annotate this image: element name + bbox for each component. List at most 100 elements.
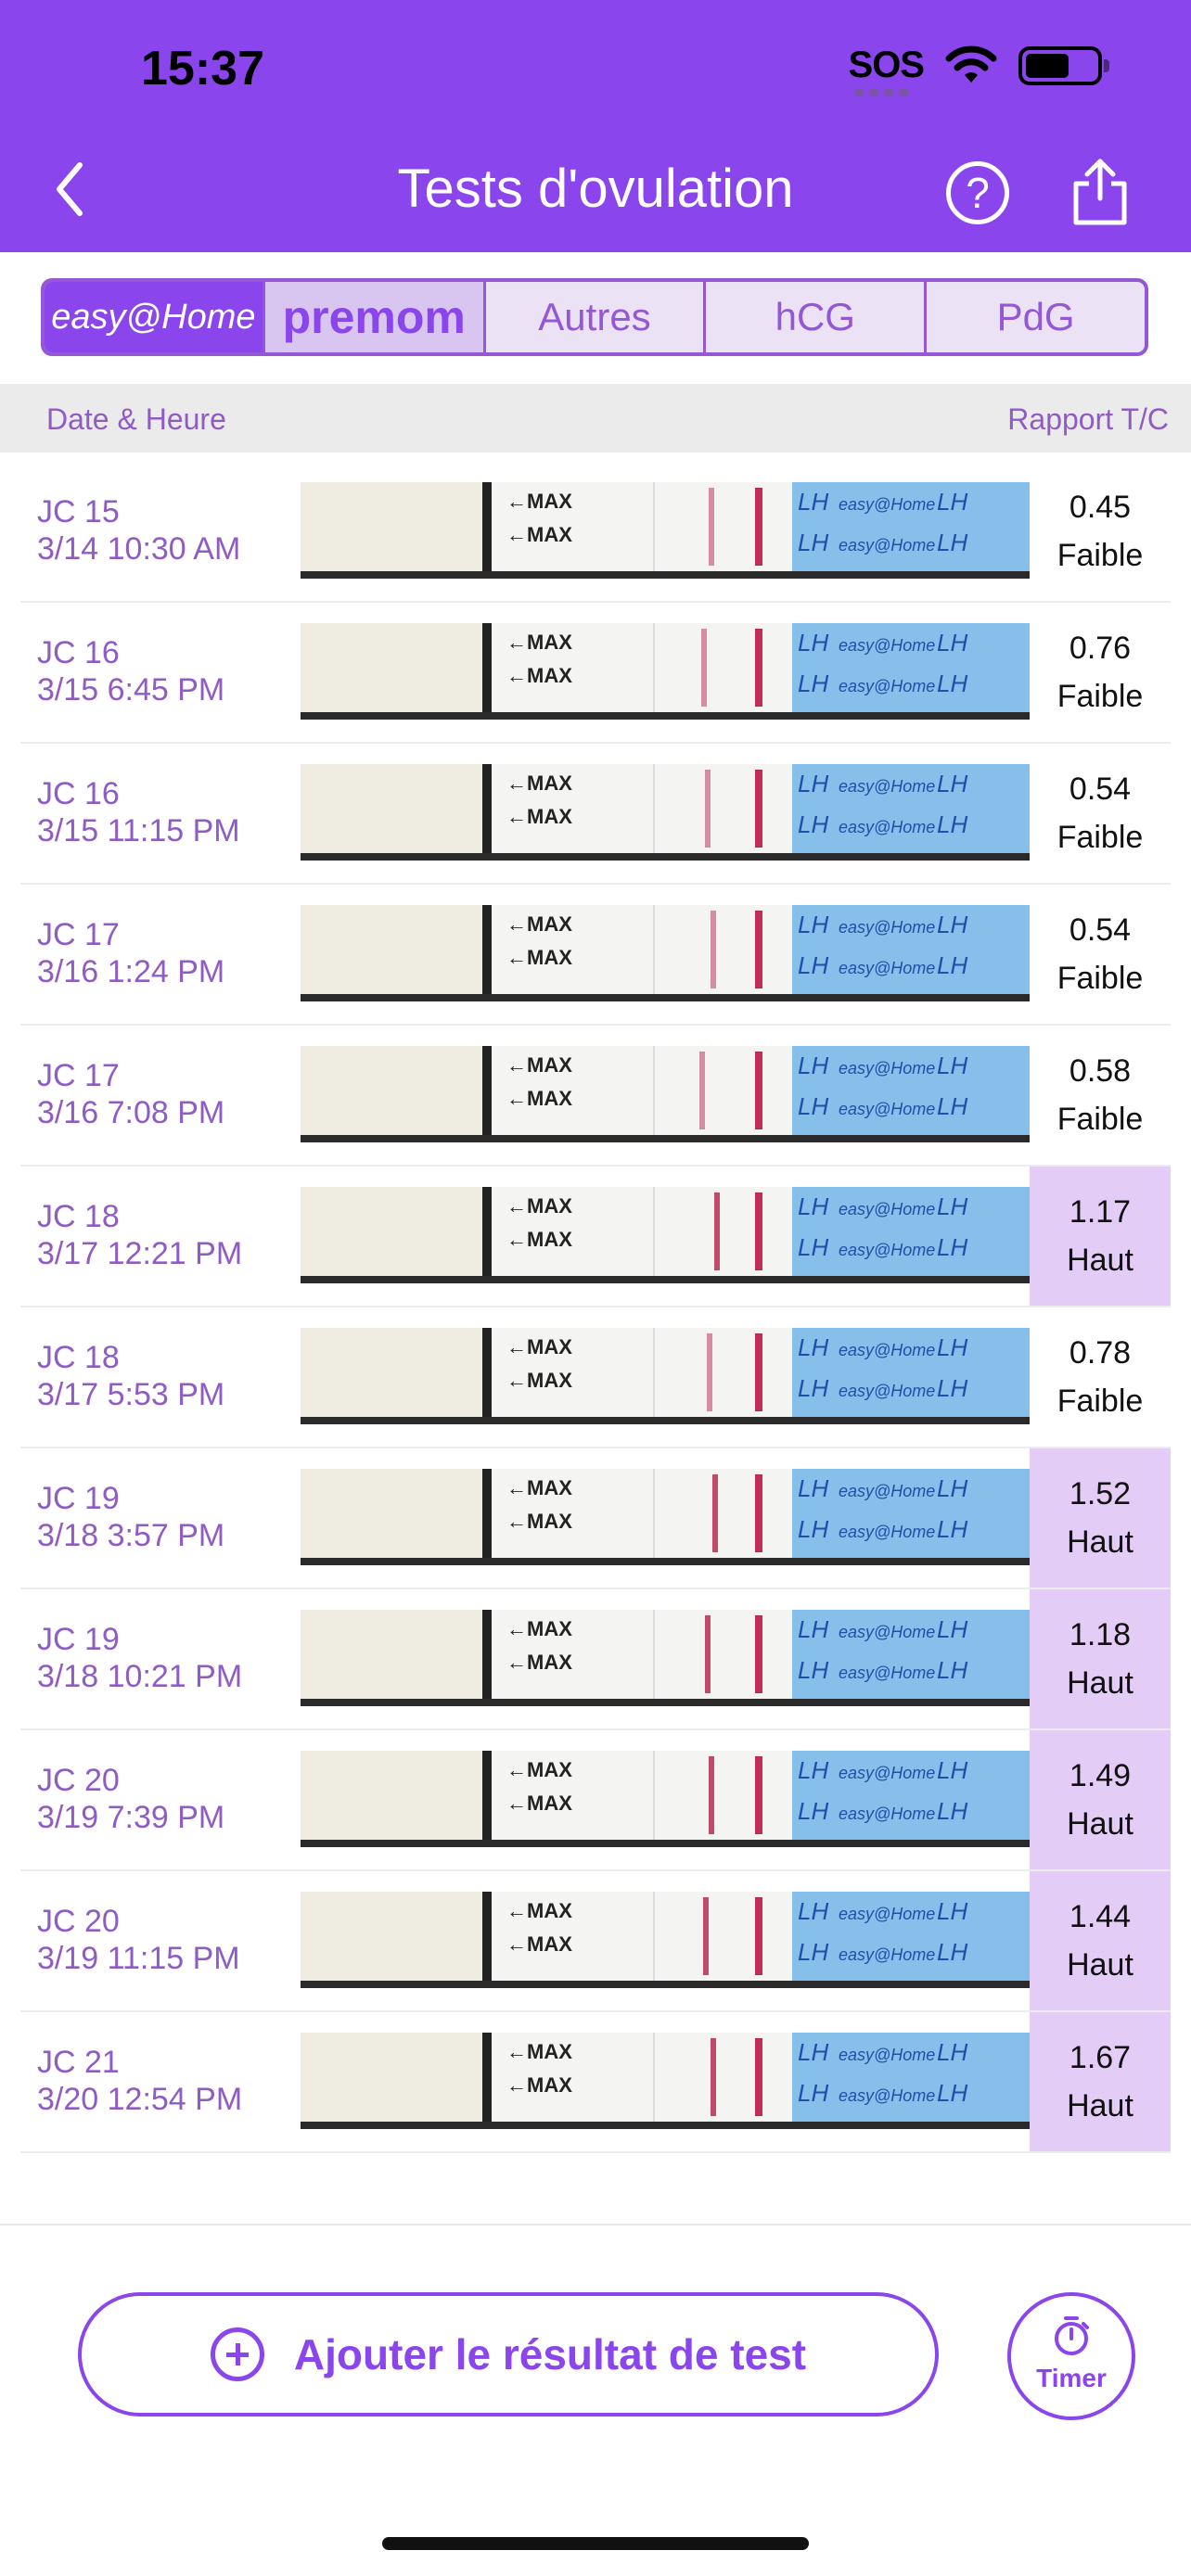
strip-test-line bbox=[711, 2038, 716, 2116]
test-row[interactable]: JC 20 3/19 7:39 PM ←MAX ←MAX LH easy@Hom… bbox=[20, 1730, 1171, 1871]
tc-ratio-value: 1.52 bbox=[1069, 1476, 1132, 1511]
test-list: JC 15 3/14 10:30 AM ←MAX ←MAX LH easy@Ho… bbox=[20, 462, 1171, 2153]
cycle-day: JC 18 bbox=[37, 1340, 120, 1375]
tc-result: 0.78 Faible bbox=[1030, 1307, 1171, 1447]
strip-lh-text: LH bbox=[798, 1615, 829, 1643]
column-date-time: Date & Heure bbox=[46, 402, 226, 436]
tc-level-label: Haut bbox=[1067, 1947, 1133, 1983]
test-date: JC 21 3/20 12:54 PM bbox=[37, 2044, 242, 2118]
share-button[interactable] bbox=[1069, 156, 1132, 226]
strip-lh-text: LH bbox=[798, 951, 829, 979]
strip-lh-text: LH bbox=[937, 951, 968, 979]
test-strip-photo[interactable]: ←MAX ←MAX LH easy@Home LH LH easy@Home L… bbox=[301, 482, 1030, 579]
strip-lh-text: LH bbox=[937, 2079, 968, 2107]
tc-level-label: Haut bbox=[1067, 2088, 1133, 2123]
tc-ratio-value: 1.67 bbox=[1069, 2040, 1132, 2075]
strip-lh-text: LH bbox=[798, 1192, 829, 1220]
strip-lh-text: LH bbox=[937, 2038, 968, 2066]
strip-max-label: ←MAX bbox=[506, 1053, 572, 1077]
test-datetime: 3/17 12:21 PM bbox=[37, 1236, 243, 1271]
test-row[interactable]: JC 16 3/15 6:45 PM ←MAX ←MAX LH easy@Hom… bbox=[20, 603, 1171, 744]
test-strip-photo[interactable]: ←MAX ←MAX LH easy@Home LH LH easy@Home L… bbox=[301, 1046, 1030, 1142]
strip-lh-text: LH bbox=[798, 1938, 829, 1966]
cycle-day: JC 20 bbox=[37, 1904, 120, 1939]
strip-lh-text: LH bbox=[798, 911, 829, 938]
test-row[interactable]: JC 20 3/19 11:15 PM ←MAX ←MAX LH easy@Ho… bbox=[20, 1871, 1171, 2012]
test-date: JC 19 3/18 3:57 PM bbox=[37, 1480, 224, 1554]
strip-lh-text: LH bbox=[798, 1474, 829, 1502]
strip-lh-text: LH bbox=[937, 1515, 968, 1543]
test-strip-photo[interactable]: ←MAX ←MAX LH easy@Home LH LH easy@Home L… bbox=[301, 1610, 1030, 1706]
strip-control-line bbox=[755, 1615, 762, 1693]
test-date: JC 16 3/15 11:15 PM bbox=[37, 775, 240, 849]
tc-ratio-value: 0.54 bbox=[1069, 912, 1132, 948]
test-strip-photo[interactable]: ←MAX ←MAX LH easy@Home LH LH easy@Home L… bbox=[301, 905, 1030, 1001]
tc-level-label: Faible bbox=[1057, 961, 1144, 996]
strip-lh-text: LH bbox=[937, 1092, 968, 1120]
strip-separator bbox=[653, 1187, 655, 1276]
tab-premom[interactable]: premom bbox=[262, 282, 483, 352]
tab-pdg[interactable]: PdG bbox=[924, 282, 1145, 352]
test-datetime: 3/14 10:30 AM bbox=[37, 531, 241, 567]
test-strip-photo[interactable]: ←MAX ←MAX LH easy@Home LH LH easy@Home L… bbox=[301, 1892, 1030, 1988]
test-strip-photo[interactable]: ←MAX ←MAX LH easy@Home LH LH easy@Home L… bbox=[301, 623, 1030, 720]
strip-brand-text: easy@Home bbox=[839, 495, 936, 514]
test-row[interactable]: JC 17 3/16 1:24 PM ←MAX ←MAX LH easy@Hom… bbox=[20, 885, 1171, 1026]
tab-easy-home[interactable]: easy@Home bbox=[45, 282, 263, 352]
strip-lh-text: LH bbox=[937, 529, 968, 556]
test-datetime: 3/20 12:54 PM bbox=[37, 2082, 243, 2117]
tc-result: 1.44 Haut bbox=[1030, 1871, 1171, 2010]
strip-lh-text: LH bbox=[798, 670, 829, 697]
test-row[interactable]: JC 18 3/17 12:21 PM ←MAX ←MAX LH easy@Ho… bbox=[20, 1167, 1171, 1307]
strip-test-line bbox=[705, 770, 711, 848]
test-strip-photo[interactable]: ←MAX ←MAX LH easy@Home LH LH easy@Home L… bbox=[301, 1187, 1030, 1283]
strip-test-line bbox=[699, 1052, 705, 1129]
strip-marker bbox=[482, 905, 492, 994]
strip-control-line bbox=[755, 2038, 762, 2116]
strip-control-line bbox=[755, 1756, 762, 1834]
stopwatch-icon bbox=[1055, 2316, 1089, 2355]
tc-result: 1.67 Haut bbox=[1030, 2012, 1171, 2151]
strip-max-label: ←MAX bbox=[506, 1369, 572, 1392]
cycle-day: JC 17 bbox=[37, 917, 120, 952]
tc-level-label: Haut bbox=[1067, 1243, 1133, 1278]
column-header: Date & Heure Rapport T/C bbox=[0, 384, 1191, 453]
help-button[interactable]: ? bbox=[946, 161, 1009, 224]
home-indicator bbox=[382, 2537, 809, 2550]
strip-max-label: ←MAX bbox=[506, 912, 572, 936]
test-strip-photo[interactable]: ←MAX ←MAX LH easy@Home LH LH easy@Home L… bbox=[301, 1328, 1030, 1424]
add-test-result-button[interactable]: Ajouter le résultat de test bbox=[78, 2292, 939, 2417]
strip-lh-text: LH bbox=[937, 770, 968, 797]
tc-ratio-value: 0.78 bbox=[1069, 1335, 1132, 1371]
back-button[interactable] bbox=[45, 156, 96, 223]
strip-lh-text: LH bbox=[798, 629, 829, 657]
strip-brand-text: easy@Home bbox=[839, 1804, 936, 1823]
test-row[interactable]: JC 15 3/14 10:30 AM ←MAX ←MAX LH easy@Ho… bbox=[20, 462, 1171, 603]
strip-lh-text: LH bbox=[798, 488, 829, 516]
test-strip-photo[interactable]: ←MAX ←MAX LH easy@Home LH LH easy@Home L… bbox=[301, 2033, 1030, 2129]
strip-brand-text: easy@Home bbox=[839, 636, 936, 655]
strip-lh-text: LH bbox=[798, 810, 829, 838]
test-row[interactable]: JC 19 3/18 10:21 PM ←MAX ←MAX LH easy@Ho… bbox=[20, 1589, 1171, 1730]
strip-pad bbox=[301, 1046, 486, 1135]
tab-autres[interactable]: Autres bbox=[482, 282, 704, 352]
strip-marker bbox=[482, 764, 492, 853]
test-row[interactable]: JC 18 3/17 5:53 PM ←MAX ←MAX LH easy@Hom… bbox=[20, 1307, 1171, 1448]
strip-marker bbox=[482, 1610, 492, 1699]
test-row[interactable]: JC 21 3/20 12:54 PM ←MAX ←MAX LH easy@Ho… bbox=[20, 2012, 1171, 2153]
test-strip-photo[interactable]: ←MAX ←MAX LH easy@Home LH LH easy@Home L… bbox=[301, 1751, 1030, 1847]
timer-button[interactable]: Timer bbox=[1007, 2292, 1135, 2420]
tc-ratio-value: 0.54 bbox=[1069, 772, 1132, 807]
test-row[interactable]: JC 19 3/18 3:57 PM ←MAX ←MAX LH easy@Hom… bbox=[20, 1448, 1171, 1589]
strip-brand-text: easy@Home bbox=[839, 1664, 936, 1682]
test-row[interactable]: JC 16 3/15 11:15 PM ←MAX ←MAX LH easy@Ho… bbox=[20, 744, 1171, 885]
test-datetime: 3/16 1:24 PM bbox=[37, 954, 225, 989]
test-strip-photo[interactable]: ←MAX ←MAX LH easy@Home LH LH easy@Home L… bbox=[301, 1469, 1030, 1565]
test-datetime: 3/18 10:21 PM bbox=[37, 1659, 243, 1694]
strip-pad bbox=[301, 1328, 486, 1417]
test-strip-photo[interactable]: ←MAX ←MAX LH easy@Home LH LH easy@Home L… bbox=[301, 764, 1030, 861]
strip-control-line bbox=[755, 1333, 762, 1411]
strip-max-label: ←MAX bbox=[506, 1792, 572, 1815]
tab-hcg[interactable]: hCG bbox=[703, 282, 924, 352]
test-row[interactable]: JC 17 3/16 7:08 PM ←MAX ←MAX LH easy@Hom… bbox=[20, 1026, 1171, 1167]
